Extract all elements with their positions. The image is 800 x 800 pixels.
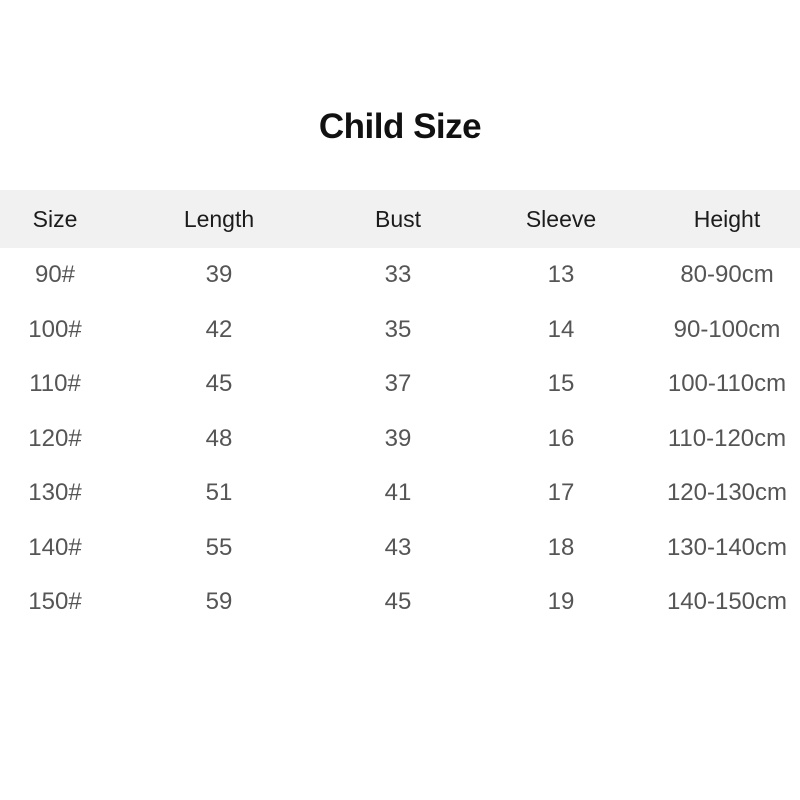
table-cell-sleeve: 15 [547,370,575,398]
table-cell-bust: 41 [384,479,412,507]
column-header-height: Height [693,205,761,232]
table-cell-height: 80-90cm [680,261,774,289]
page-title: Child Size [318,107,482,146]
table-cell-height: 100-110cm [667,370,787,398]
table-cell-size: 90# [34,261,76,289]
size-table: Size Length Bust Sleeve Height 90# 39 33… [0,190,800,630]
table-cell-height: 120-130cm [666,479,788,507]
table-cell-height: 110-120cm [667,424,787,452]
table-row: 100# 42 35 14 90-100cm [0,303,800,358]
table-row: 150# 59 45 19 140-150cm [0,575,800,630]
table-cell-height: 130-140cm [666,533,788,561]
table-cell-size: 100# [28,315,82,343]
column-header-length: Length [183,205,255,232]
table-cell-length: 39 [205,261,233,289]
table-cell-sleeve: 14 [547,315,575,343]
table-cell-length: 55 [205,533,233,561]
table-cell-sleeve: 13 [547,261,575,289]
table-cell-size: 110# [29,370,81,398]
table-cell-sleeve: 16 [547,424,575,452]
table-cell-bust: 43 [384,533,412,561]
table-cell-size: 120# [28,424,82,452]
table-cell-bust: 35 [384,315,412,343]
table-cell-bust: 39 [384,424,412,452]
table-cell-sleeve: 18 [547,533,575,561]
table-cell-bust: 37 [384,370,412,398]
column-header-sleeve: Sleeve [525,205,597,232]
table-cell-height: 90-100cm [673,315,781,343]
table-cell-size: 140# [28,533,82,561]
table-row: 110# 45 37 15 100-110cm [0,357,800,412]
table-cell-bust: 33 [384,261,412,289]
table-cell-length: 42 [205,315,233,343]
table-header-row: Size Length Bust Sleeve Height [0,190,800,248]
table-cell-length: 48 [205,424,233,452]
column-header-size: Size [32,205,78,232]
table-cell-length: 59 [205,588,233,616]
column-header-bust: Bust [374,205,422,232]
table-cell-size: 150# [28,588,82,616]
table-row: 90# 39 33 13 80-90cm [0,248,800,303]
table-row: 130# 51 41 17 120-130cm [0,466,800,521]
table-row: 140# 55 43 18 130-140cm [0,521,800,576]
table-cell-length: 51 [205,479,233,507]
table-cell-sleeve: 19 [547,588,575,616]
table-cell-sleeve: 17 [547,479,575,507]
table-cell-height: 140-150cm [666,588,788,616]
table-cell-size: 130# [28,479,82,507]
table-row: 120# 48 39 16 110-120cm [0,412,800,467]
table-cell-bust: 45 [384,588,412,616]
table-cell-length: 45 [205,370,233,398]
